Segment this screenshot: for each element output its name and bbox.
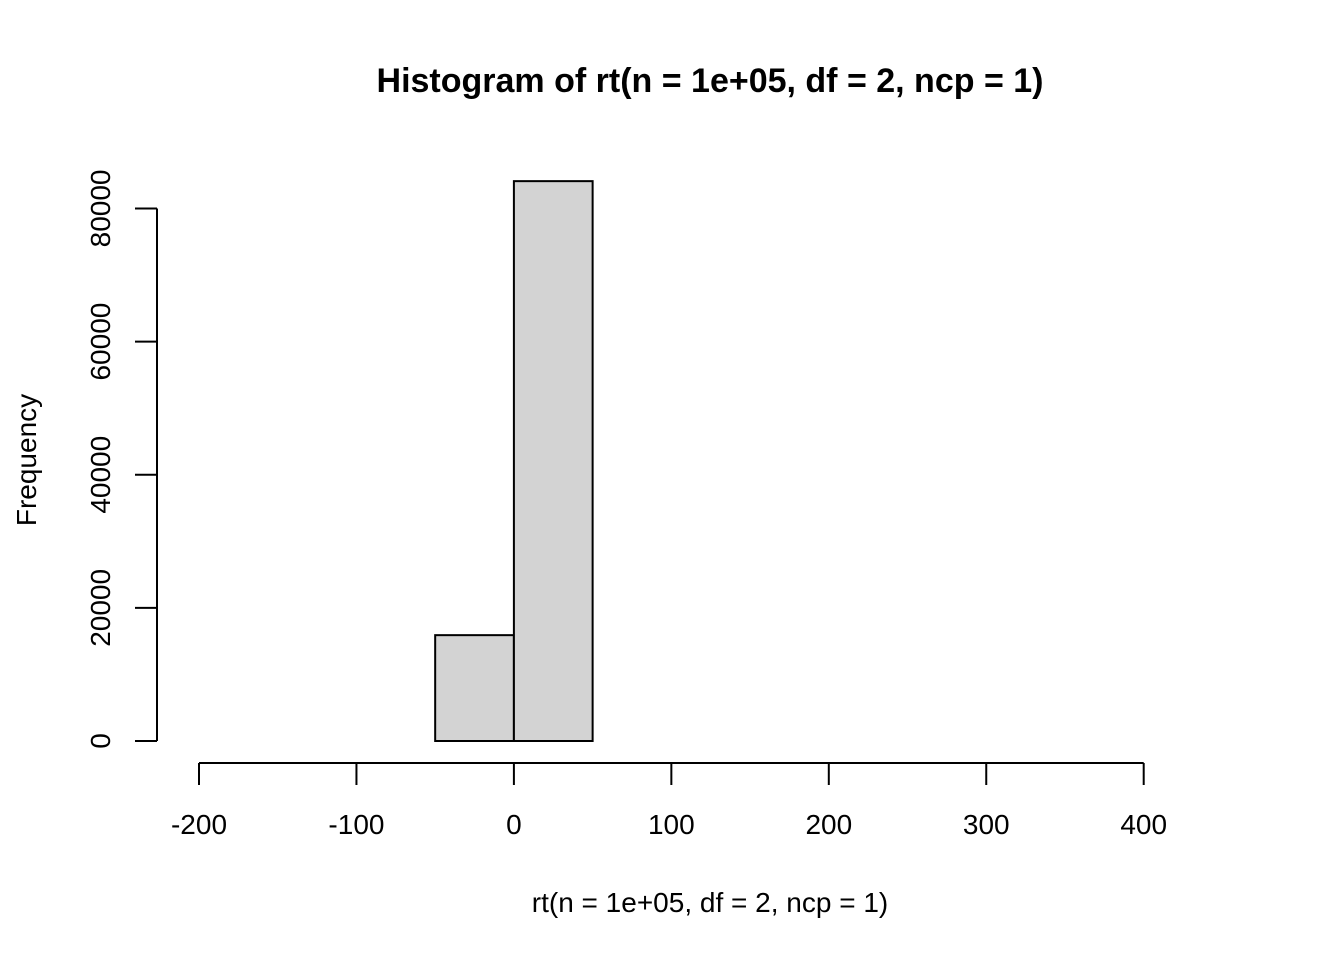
bars-group — [434, 180, 594, 742]
histogram-bar-3 — [434, 634, 515, 742]
y-tick-label-3: 60000 — [85, 303, 116, 381]
x-tick-label-2: 0 — [506, 809, 522, 840]
y-tick-label-2: 40000 — [85, 436, 116, 514]
x-axis: -200 -100 0 100 200 300 400 — [171, 762, 1167, 840]
x-tick-label-5: 300 — [963, 809, 1010, 840]
y-tick-label-4: 80000 — [85, 170, 116, 248]
y-tick-label-1: 20000 — [85, 569, 116, 647]
x-tick-label-4: 200 — [805, 809, 852, 840]
histogram-bar-4 — [512, 180, 594, 742]
x-tick-label-1: -100 — [328, 809, 384, 840]
x-tick-label-3: 100 — [648, 809, 695, 840]
y-axis-label: Frequency — [11, 394, 42, 526]
x-axis-label: rt(n = 1e+05, df = 2, ncp = 1) — [532, 887, 888, 918]
x-tick-label-0: -200 — [171, 809, 227, 840]
x-tick-label-6: 400 — [1120, 809, 1167, 840]
chart-title: Histogram of rt(n = 1e+05, df = 2, ncp =… — [377, 62, 1044, 100]
y-tick-label-0: 0 — [85, 733, 116, 749]
y-axis: 0 20000 40000 60000 80000 — [85, 170, 158, 749]
